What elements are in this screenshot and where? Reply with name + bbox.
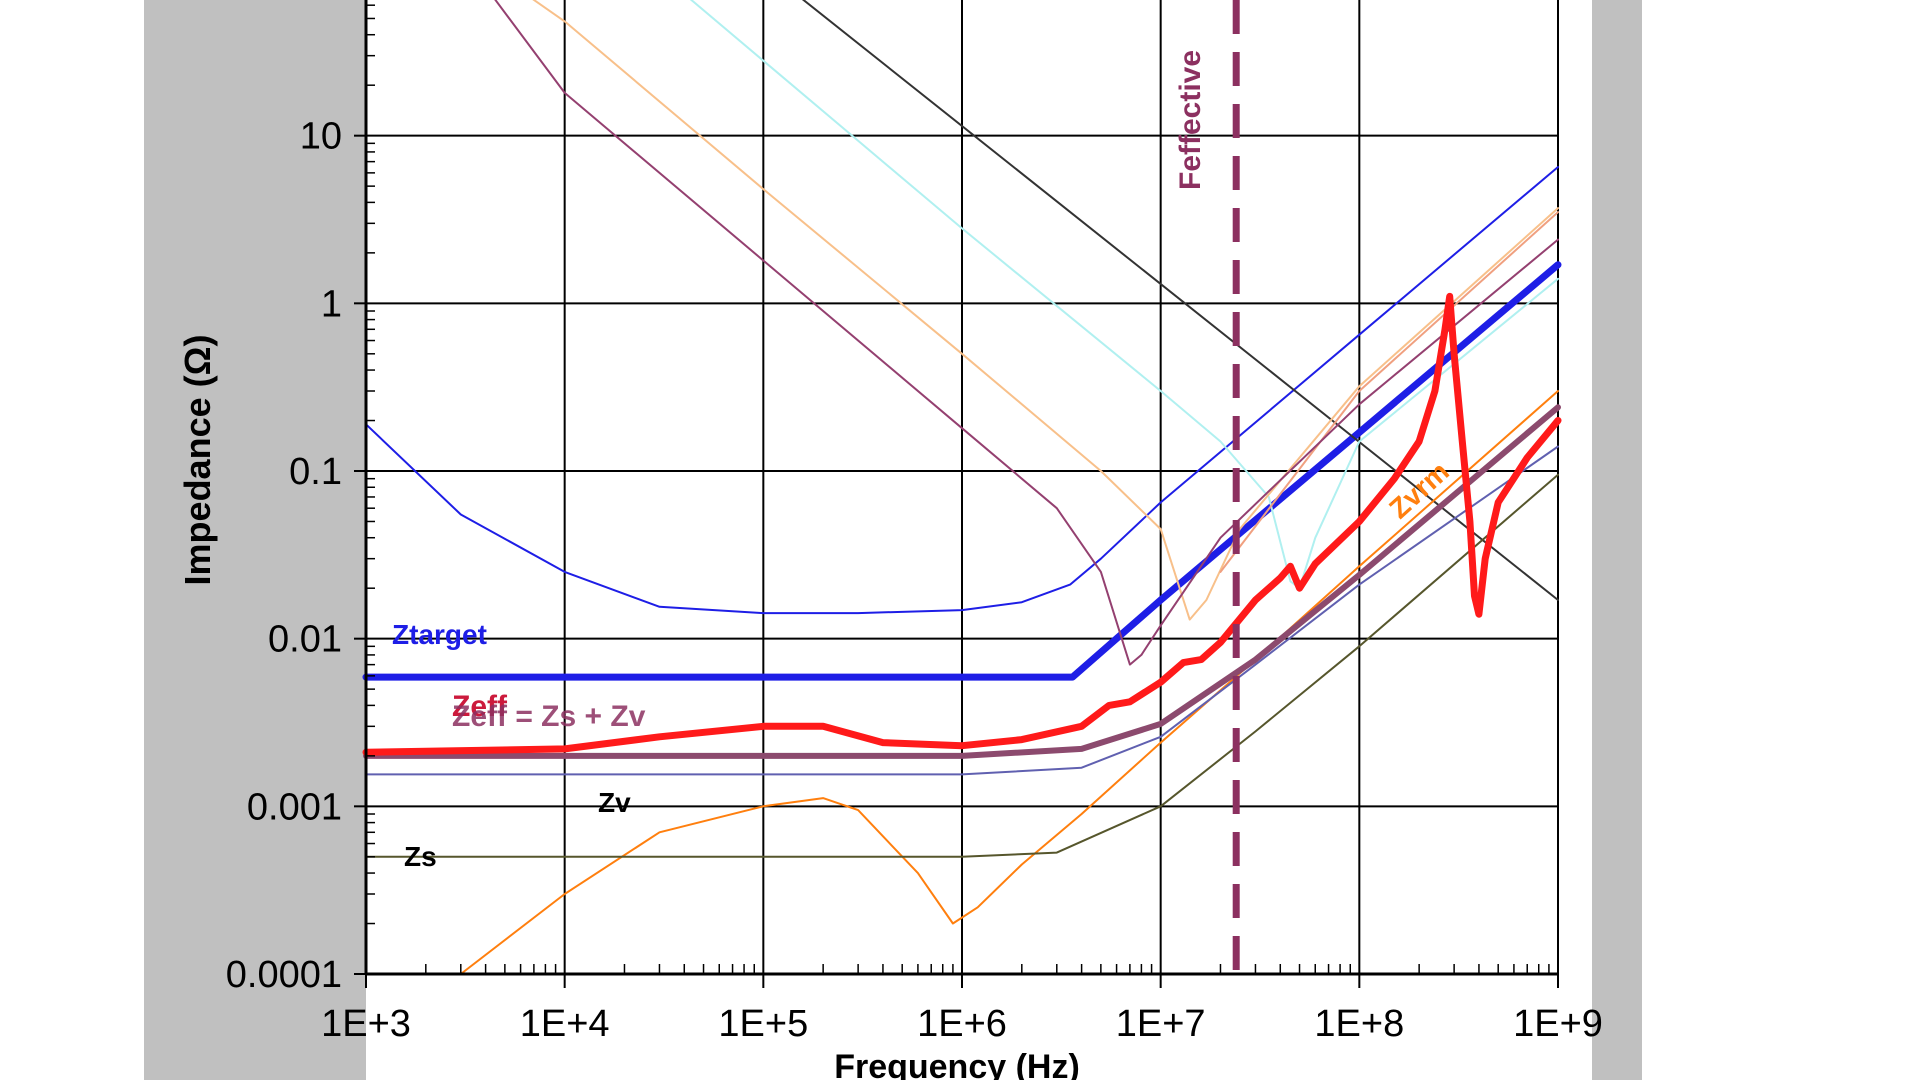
x-tick-label: 1E+9: [1513, 1003, 1603, 1045]
series-line-3: [801, 0, 1559, 601]
grid-layer: [366, 0, 1559, 974]
series-line-ztarget: [362, 261, 1562, 681]
series-line-5: [532, 0, 1559, 621]
x-tick-label: 1E+3: [321, 1003, 411, 1045]
y-tick-label: 0.1: [289, 451, 342, 493]
series-line-7: [494, 0, 1559, 666]
x-tick-label: 1E+6: [917, 1003, 1007, 1045]
series-line-zvrm: [459, 390, 1559, 975]
label-layer: 1E+3 1E+4 1E+5 1E+6 1E+7 1E+8 1E+9 0.0001 0.001 0…: [226, 116, 1603, 1045]
series-line-zeff: [362, 292, 1562, 756]
y-tick-label: 10: [300, 116, 342, 158]
series-line-1: [365, 166, 1559, 615]
series-line-4: [689, 0, 1559, 590]
series-line-zeff-zs-zv: [363, 404, 1561, 759]
x-tick-label: 1E+5: [718, 1003, 808, 1045]
series-line-zv: [365, 445, 1559, 776]
axis-layer: [354, 0, 1559, 988]
series-line-6: [1219, 211, 1559, 573]
y-tick-label: 1: [321, 283, 342, 325]
y-tick-label: 0.001: [247, 786, 342, 828]
y-tick-label: 0.01: [268, 619, 342, 661]
series-line-zs: [365, 473, 1559, 858]
label-zs: Zs: [404, 841, 437, 872]
label-zeff: Zeff: [452, 690, 508, 723]
y-axis-title: Impedance (Ω): [177, 335, 218, 586]
label-ztarget: Ztarget: [392, 619, 487, 650]
x-tick-label: 1E+8: [1314, 1003, 1404, 1045]
y-tick-label: 0.0001: [226, 954, 342, 996]
x-tick-label: 1E+7: [1116, 1003, 1206, 1045]
label-zv: Zv: [598, 787, 631, 818]
x-axis-title: Frequency (Hz): [834, 1048, 1080, 1080]
x-tick-label: 1E+4: [520, 1003, 610, 1045]
label-zeff-equation: Zeff = Zs + Zv: [452, 700, 646, 733]
series-layer: [362, 0, 1562, 975]
label-feffective: Feffective: [1174, 50, 1207, 190]
